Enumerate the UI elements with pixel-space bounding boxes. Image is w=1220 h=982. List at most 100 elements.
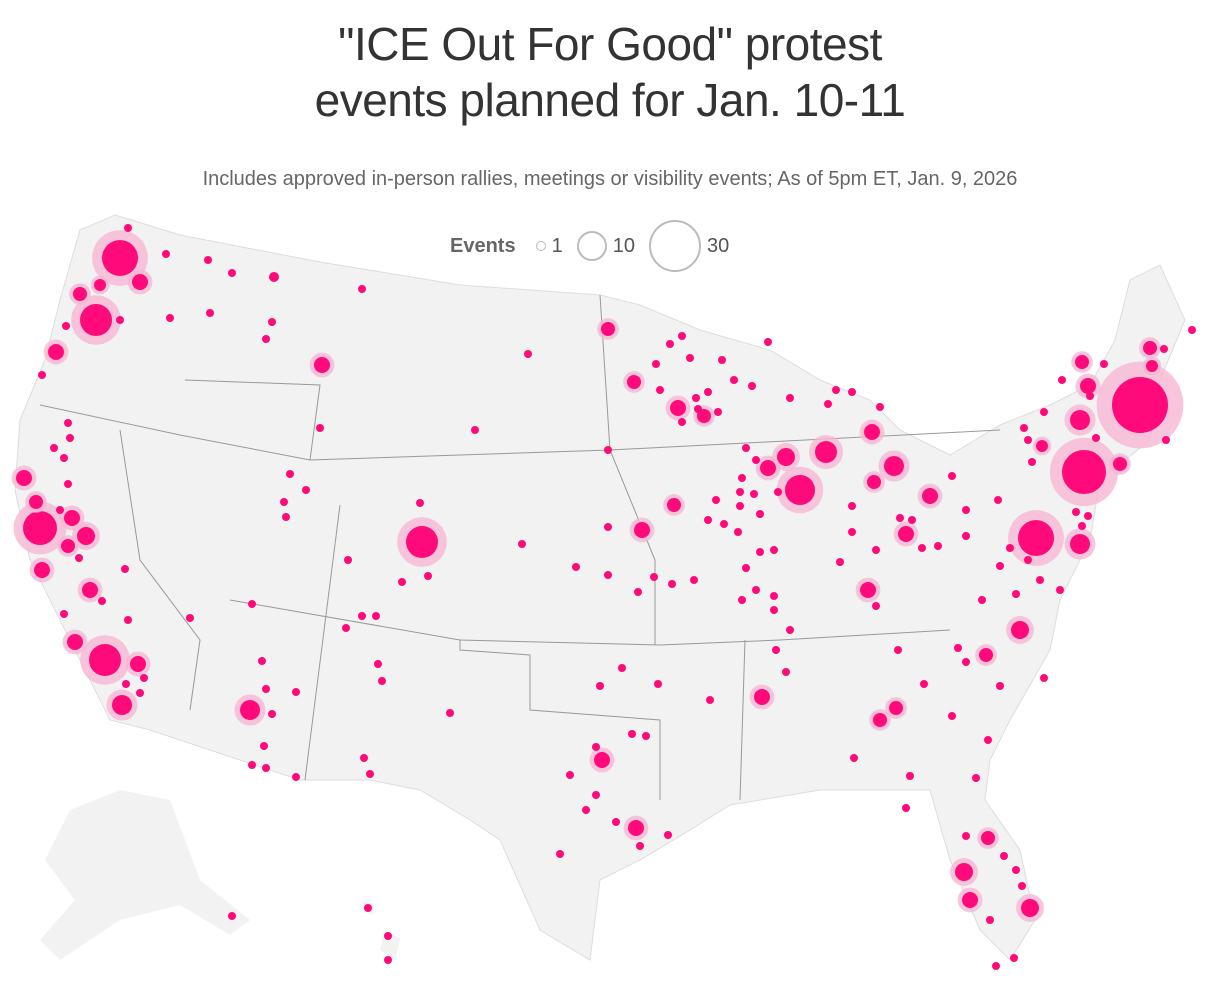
event-bubble[interactable] xyxy=(994,496,1002,504)
event-bubble[interactable] xyxy=(582,806,590,814)
event-bubble[interactable] xyxy=(572,563,580,571)
event-bubble[interactable] xyxy=(1112,377,1168,433)
event-bubble[interactable] xyxy=(692,394,700,402)
event-bubble[interactable] xyxy=(954,644,962,652)
event-bubble[interactable] xyxy=(770,546,778,554)
event-bubble[interactable] xyxy=(1070,534,1090,554)
event-bubble[interactable] xyxy=(524,350,532,358)
event-bubble[interactable] xyxy=(832,386,840,394)
event-bubble[interactable] xyxy=(872,602,880,610)
event-bubble[interactable] xyxy=(1006,544,1014,552)
event-bubble[interactable] xyxy=(98,597,106,605)
event-bubble[interactable] xyxy=(1075,355,1089,369)
event-bubble[interactable] xyxy=(955,863,973,881)
event-bubble[interactable] xyxy=(262,764,270,772)
event-bubble[interactable] xyxy=(604,571,612,579)
event-bubble[interactable] xyxy=(258,657,266,665)
event-bubble[interactable] xyxy=(664,831,672,839)
event-bubble[interactable] xyxy=(102,240,138,276)
event-bubble[interactable] xyxy=(962,832,970,840)
event-bubble[interactable] xyxy=(896,514,904,522)
event-bubble[interactable] xyxy=(121,565,129,573)
event-bubble[interactable] xyxy=(518,540,526,548)
event-bubble[interactable] xyxy=(836,558,844,566)
event-bubble[interactable] xyxy=(56,506,64,514)
event-bubble[interactable] xyxy=(750,490,758,498)
event-bubble[interactable] xyxy=(372,612,380,620)
event-bubble[interactable] xyxy=(850,754,858,762)
event-bubble[interactable] xyxy=(1078,522,1086,530)
event-bubble[interactable] xyxy=(634,588,642,596)
event-bubble[interactable] xyxy=(848,388,856,396)
event-bubble[interactable] xyxy=(1188,326,1196,334)
event-bubble[interactable] xyxy=(920,680,928,688)
event-bubble[interactable] xyxy=(1146,360,1158,372)
event-bubble[interactable] xyxy=(29,495,43,509)
event-bubble[interactable] xyxy=(730,376,738,384)
event-bubble[interactable] xyxy=(64,419,72,427)
event-bubble[interactable] xyxy=(1062,450,1106,494)
event-bubble[interactable] xyxy=(1012,866,1020,874)
event-bubble[interactable] xyxy=(1011,621,1029,639)
event-bubble[interactable] xyxy=(406,526,438,558)
event-bubble[interactable] xyxy=(1000,852,1008,860)
event-bubble[interactable] xyxy=(316,424,324,432)
event-bubble[interactable] xyxy=(1024,556,1032,564)
event-bubble[interactable] xyxy=(1036,576,1044,584)
event-bubble[interactable] xyxy=(627,375,641,389)
event-bubble[interactable] xyxy=(604,523,612,531)
event-bubble[interactable] xyxy=(360,754,368,762)
event-bubble[interactable] xyxy=(770,592,778,600)
event-bubble[interactable] xyxy=(628,730,636,738)
event-bubble[interactable] xyxy=(1092,434,1100,442)
event-bubble[interactable] xyxy=(162,250,170,258)
event-bubble[interactable] xyxy=(67,634,83,650)
event-bubble[interactable] xyxy=(1018,520,1054,556)
event-bubble[interactable] xyxy=(984,736,992,744)
event-bubble[interactable] xyxy=(996,562,1004,570)
event-bubble[interactable] xyxy=(592,791,600,799)
event-bubble[interactable] xyxy=(122,680,130,688)
event-bubble[interactable] xyxy=(124,224,132,232)
event-bubble[interactable] xyxy=(596,682,604,690)
event-bubble[interactable] xyxy=(714,408,722,416)
event-bubble[interactable] xyxy=(894,646,902,654)
event-bubble[interactable] xyxy=(764,338,772,346)
event-bubble[interactable] xyxy=(186,614,194,622)
event-bubble[interactable] xyxy=(262,685,270,693)
event-bubble[interactable] xyxy=(908,516,916,524)
event-bubble[interactable] xyxy=(704,516,712,524)
event-bubble[interactable] xyxy=(206,309,214,317)
event-bubble[interactable] xyxy=(981,831,995,845)
event-bubble[interactable] xyxy=(668,580,676,588)
event-bubble[interactable] xyxy=(1040,674,1048,682)
event-bubble[interactable] xyxy=(889,701,903,715)
event-bubble[interactable] xyxy=(752,586,760,594)
event-bubble[interactable] xyxy=(280,498,288,506)
event-bubble[interactable] xyxy=(604,446,612,454)
event-bubble[interactable] xyxy=(23,511,57,545)
event-bubble[interactable] xyxy=(962,892,978,908)
event-bubble[interactable] xyxy=(16,470,32,486)
event-bubble[interactable] xyxy=(782,668,790,676)
event-bubble[interactable] xyxy=(1040,408,1048,416)
event-bubble[interactable] xyxy=(342,624,350,632)
event-bubble[interactable] xyxy=(1058,376,1066,384)
event-bubble[interactable] xyxy=(1021,899,1039,917)
event-bubble[interactable] xyxy=(130,656,146,672)
event-bubble[interactable] xyxy=(918,544,926,552)
event-bubble[interactable] xyxy=(80,304,112,336)
event-bubble[interactable] xyxy=(66,434,74,442)
event-bubble[interactable] xyxy=(786,626,794,634)
event-bubble[interactable] xyxy=(292,688,300,696)
event-bubble[interactable] xyxy=(962,506,970,514)
event-bubble[interactable] xyxy=(73,287,87,301)
event-bubble[interactable] xyxy=(742,444,750,452)
event-bubble[interactable] xyxy=(752,456,760,464)
event-bubble[interactable] xyxy=(628,820,644,836)
event-bubble[interactable] xyxy=(667,498,681,512)
event-bubble[interactable] xyxy=(286,470,294,478)
event-bubble[interactable] xyxy=(902,804,910,812)
event-bubble[interactable] xyxy=(592,743,600,751)
event-bubble[interactable] xyxy=(1160,345,1168,353)
